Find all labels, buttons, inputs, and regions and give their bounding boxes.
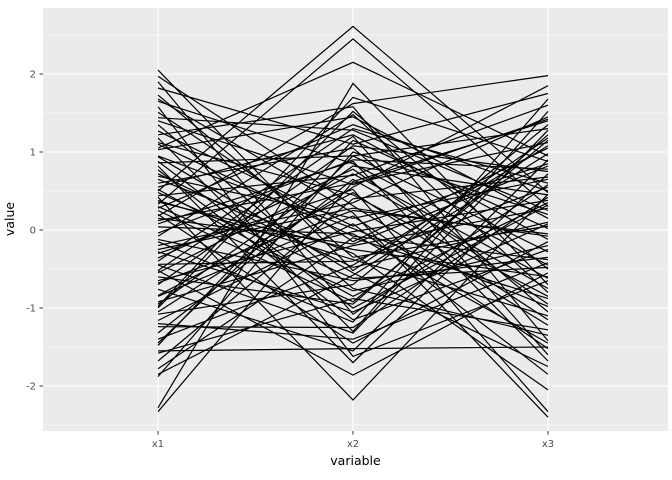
series-line: [157, 297, 549, 354]
series-line: [157, 226, 549, 344]
series-line: [157, 206, 549, 292]
series-line: [157, 98, 549, 323]
series-line: [157, 201, 549, 278]
y-tick-label: 1: [30, 148, 36, 159]
y-tick-label: -1: [26, 304, 36, 315]
series-line: [157, 237, 549, 370]
series-line: [157, 111, 549, 243]
series-line: [157, 96, 549, 307]
series-line: [157, 262, 549, 340]
series-line: [157, 116, 549, 247]
series-line: [157, 94, 549, 258]
plot-panel: [43, 8, 668, 431]
series-line: [157, 118, 549, 186]
series-line: [157, 186, 549, 265]
series-line: [157, 215, 549, 350]
axis-tick-marks: [39, 73, 549, 435]
series-lines: [157, 25, 549, 418]
series-line: [157, 139, 549, 303]
series-line: [157, 104, 549, 197]
series-line: [157, 75, 549, 326]
x-tick-label: x3: [542, 439, 554, 450]
series-line: [157, 192, 549, 280]
series-line: [157, 173, 549, 269]
series-line: [157, 159, 549, 352]
y-tick-label: -2: [26, 382, 36, 393]
series-line: [157, 173, 549, 279]
x-tick-label: x2: [347, 439, 359, 450]
x-axis-title: variable: [330, 453, 381, 468]
series-line: [157, 143, 549, 261]
series-line: [157, 199, 549, 282]
x-tick-label: x1: [152, 439, 164, 450]
series-line: [157, 207, 549, 303]
series-line: [157, 106, 549, 342]
series-line: [157, 213, 549, 344]
series-line: [157, 82, 549, 409]
series-line: [157, 178, 549, 391]
series-line: [157, 135, 549, 356]
series-line: [157, 134, 549, 305]
series-line: [157, 85, 549, 313]
series-line: [157, 147, 549, 313]
series-line: [157, 124, 549, 315]
series-line: [157, 127, 549, 262]
series-line: [157, 168, 549, 305]
series-line: [157, 207, 549, 251]
series-line: [157, 209, 549, 284]
series-line: [157, 134, 549, 240]
series-line: [157, 129, 549, 334]
series-line: [157, 160, 549, 362]
series-line: [157, 165, 549, 245]
series-line: [157, 155, 549, 344]
series-line: [157, 196, 549, 329]
series-line: [157, 176, 549, 362]
series-line: [157, 223, 549, 313]
series-line: [157, 159, 549, 234]
series-line: [157, 191, 549, 321]
series-line: [157, 188, 549, 413]
series-line: [157, 110, 549, 309]
series-line: [157, 145, 549, 286]
y-tick-label: 0: [30, 226, 36, 237]
series-line: [157, 199, 549, 317]
series-line: [157, 155, 549, 307]
series-line: [157, 139, 549, 346]
series-line: [157, 81, 549, 315]
series-line: [157, 87, 549, 145]
series-line: [157, 160, 549, 309]
series-line: [157, 238, 549, 282]
y-tick-label: 2: [30, 70, 36, 81]
series-line: [157, 98, 549, 418]
y-axis-title: value: [2, 202, 17, 236]
axis-tick-labels: 2 1 0 -1 -2 x1 x2 x3: [26, 70, 554, 451]
series-line: [157, 165, 549, 305]
series-line: [157, 113, 549, 293]
series-line: [157, 346, 549, 352]
series-line: [157, 106, 549, 358]
